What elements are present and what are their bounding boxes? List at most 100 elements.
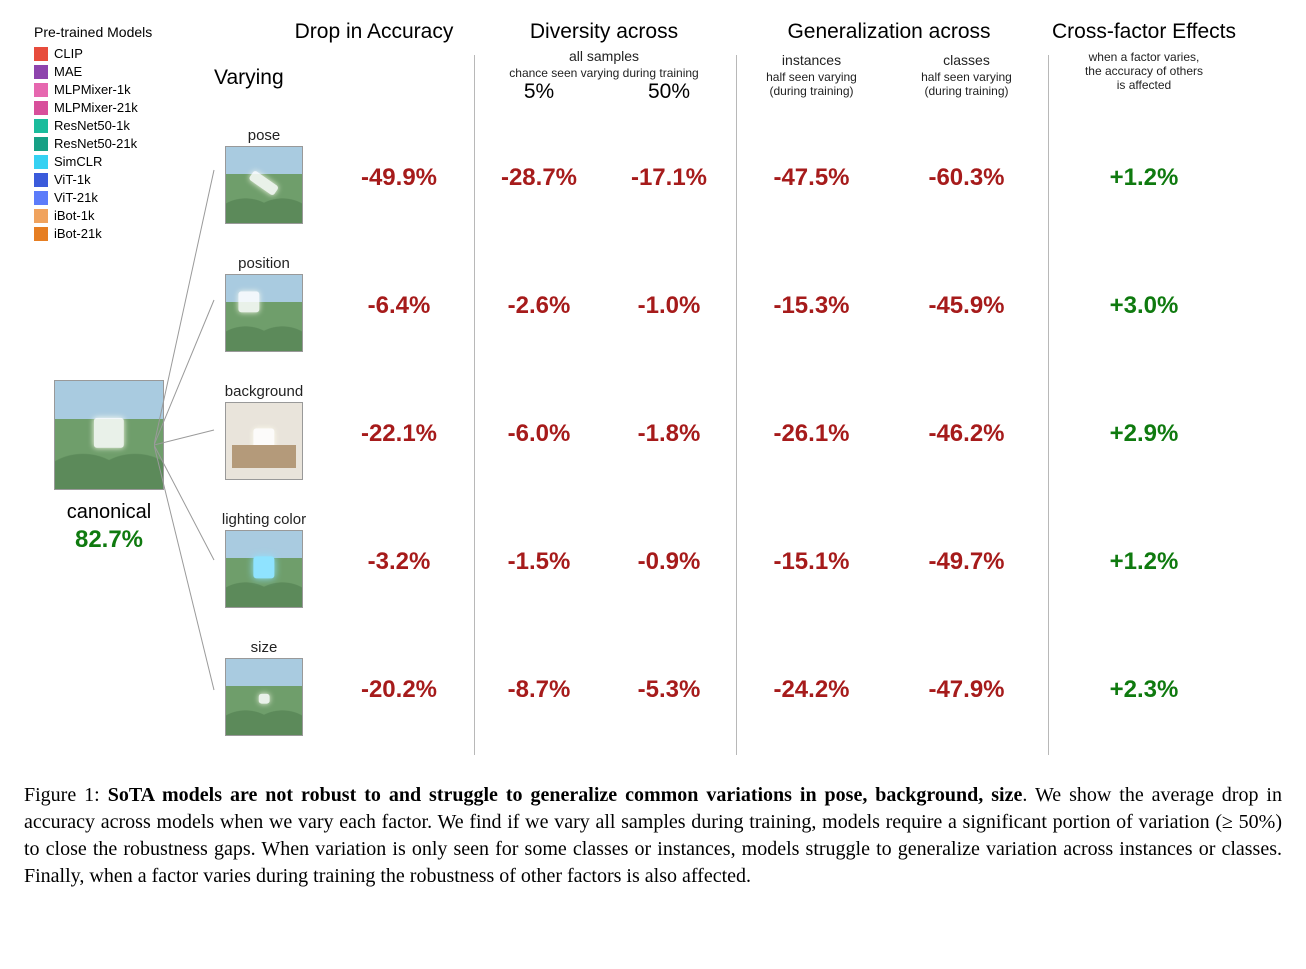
header-generalization: Generalization across instances half see…	[734, 20, 1044, 104]
legend-swatch	[34, 47, 48, 61]
legend-item: MLPMixer-21k	[34, 100, 152, 115]
legend-label: MLPMixer-1k	[54, 82, 131, 97]
factor-rows: pose-49.9%-28.7%-17.1%-47.5%-60.3%+1.2%p…	[204, 114, 1282, 754]
legend-label: ViT-21k	[54, 190, 98, 205]
legend-swatch	[34, 119, 48, 133]
header-diversity-label: Diversity across	[530, 20, 678, 43]
header-gen-classes-sub: half seen varying (during training)	[889, 70, 1044, 98]
value-cell: -6.0%	[474, 420, 604, 448]
factor-thumb	[225, 146, 303, 224]
legend-item: MLPMixer-1k	[34, 82, 152, 97]
column-headers: Drop in Accuracy Diversity across all sa…	[274, 20, 1282, 104]
varying-label: Varying	[214, 66, 284, 90]
header-diversity-sub: all samples	[474, 48, 734, 64]
caption-prefix: Figure 1:	[24, 784, 108, 806]
factor-label: pose	[204, 127, 324, 144]
legend-label: ResNet50-1k	[54, 118, 130, 133]
value-cell: -15.3%	[734, 292, 889, 320]
legend-swatch	[34, 83, 48, 97]
legend-item: ViT-21k	[34, 190, 152, 205]
header-crossfactor: Cross-factor Effects when a factor varie…	[1044, 20, 1244, 104]
legend-item: iBot-21k	[34, 226, 152, 241]
value-cell: +3.0%	[1044, 292, 1244, 320]
value-cell: -47.5%	[734, 164, 889, 192]
header-gen-instances: instances	[734, 52, 889, 68]
legend-swatch	[34, 191, 48, 205]
header-drop: Drop in Accuracy	[274, 20, 474, 104]
value-cell: -15.1%	[734, 548, 889, 576]
value-cell: -45.9%	[889, 292, 1044, 320]
value-cell: -5.3%	[604, 676, 734, 704]
legend-label: ViT-1k	[54, 172, 91, 187]
header-gen-classes: classes	[889, 52, 1044, 68]
factor-thumb-block: pose	[204, 127, 324, 229]
value-cell: -1.5%	[474, 548, 604, 576]
legend-swatch	[34, 65, 48, 79]
header-drop-label: Drop in Accuracy	[295, 20, 454, 43]
factor-label: lighting color	[204, 511, 324, 528]
header-diversity-col-50: 50%	[604, 80, 734, 104]
value-cell: -49.7%	[889, 548, 1044, 576]
value-cell: -49.9%	[324, 164, 474, 192]
header-diversity: Diversity across all samples chance seen…	[474, 20, 734, 104]
legend-label: iBot-21k	[54, 226, 102, 241]
value-cell: +2.9%	[1044, 420, 1244, 448]
legend-swatch	[34, 173, 48, 187]
factor-row: position-6.4%-2.6%-1.0%-15.3%-45.9%+3.0%	[204, 242, 1282, 370]
value-cell: -17.1%	[604, 164, 734, 192]
header-gen-instances-sub: half seen varying (during training)	[734, 70, 889, 98]
legend-label: ResNet50-21k	[54, 136, 137, 151]
header-diversity-col-5: 5%	[474, 80, 604, 104]
figure-container: Pre-trained Models CLIPMAEMLPMixer-1kMLP…	[24, 20, 1282, 890]
value-cell: -24.2%	[734, 676, 889, 704]
factor-row: lighting color-3.2%-1.5%-0.9%-15.1%-49.7…	[204, 498, 1282, 626]
value-cell: -26.1%	[734, 420, 889, 448]
value-cell: -60.3%	[889, 164, 1044, 192]
value-cell: -22.1%	[324, 420, 474, 448]
header-generalization-label: Generalization across	[787, 20, 990, 43]
legend-item: ResNet50-1k	[34, 118, 152, 133]
value-cell: -3.2%	[324, 548, 474, 576]
factor-thumb-block: lighting color	[204, 511, 324, 613]
factor-label: size	[204, 639, 324, 656]
legend-item: SimCLR	[34, 154, 152, 169]
factor-row: background -22.1%-6.0%-1.8%-26.1%-46.2%+2…	[204, 370, 1282, 498]
value-cell: -20.2%	[324, 676, 474, 704]
header-crossfactor-sub: when a factor varies, the accuracy of ot…	[1044, 50, 1244, 92]
value-cell: -2.6%	[474, 292, 604, 320]
canonical-thumb	[54, 380, 164, 490]
legend-item: ViT-1k	[34, 172, 152, 187]
legend-item: ResNet50-21k	[34, 136, 152, 151]
legend-label: MAE	[54, 64, 82, 79]
factor-thumb	[225, 402, 303, 480]
factor-thumb-block: background	[204, 383, 324, 485]
value-cell: -6.4%	[324, 292, 474, 320]
value-cell: -8.7%	[474, 676, 604, 704]
legend-label: CLIP	[54, 46, 83, 61]
value-cell: -1.0%	[604, 292, 734, 320]
legend-label: SimCLR	[54, 154, 102, 169]
legend-label: MLPMixer-21k	[54, 100, 138, 115]
value-cell: +1.2%	[1044, 548, 1244, 576]
legend-label: iBot-1k	[54, 208, 94, 223]
value-cell: -46.2%	[889, 420, 1044, 448]
legend-item: iBot-1k	[34, 208, 152, 223]
canonical-label: canonical	[44, 501, 174, 524]
legend: Pre-trained Models CLIPMAEMLPMixer-1kMLP…	[34, 24, 152, 244]
factor-thumb	[225, 530, 303, 608]
legend-swatch	[34, 137, 48, 151]
canonical-block: canonical 82.7%	[44, 380, 174, 554]
factor-thumb-block: position	[204, 255, 324, 357]
header-diversity-subsmall: chance seen varying during training	[474, 66, 734, 80]
legend-swatch	[34, 227, 48, 241]
legend-swatch	[34, 209, 48, 223]
factor-row: size-20.2%-8.7%-5.3%-24.2%-47.9%+2.3%	[204, 626, 1282, 754]
factor-label: background	[204, 383, 324, 400]
value-cell: -1.8%	[604, 420, 734, 448]
value-cell: -28.7%	[474, 164, 604, 192]
canonical-value: 82.7%	[44, 526, 174, 554]
legend-item: CLIP	[34, 46, 152, 61]
value-cell: +1.2%	[1044, 164, 1244, 192]
factor-thumb-block: size	[204, 639, 324, 741]
header-crossfactor-label: Cross-factor Effects	[1052, 20, 1236, 43]
